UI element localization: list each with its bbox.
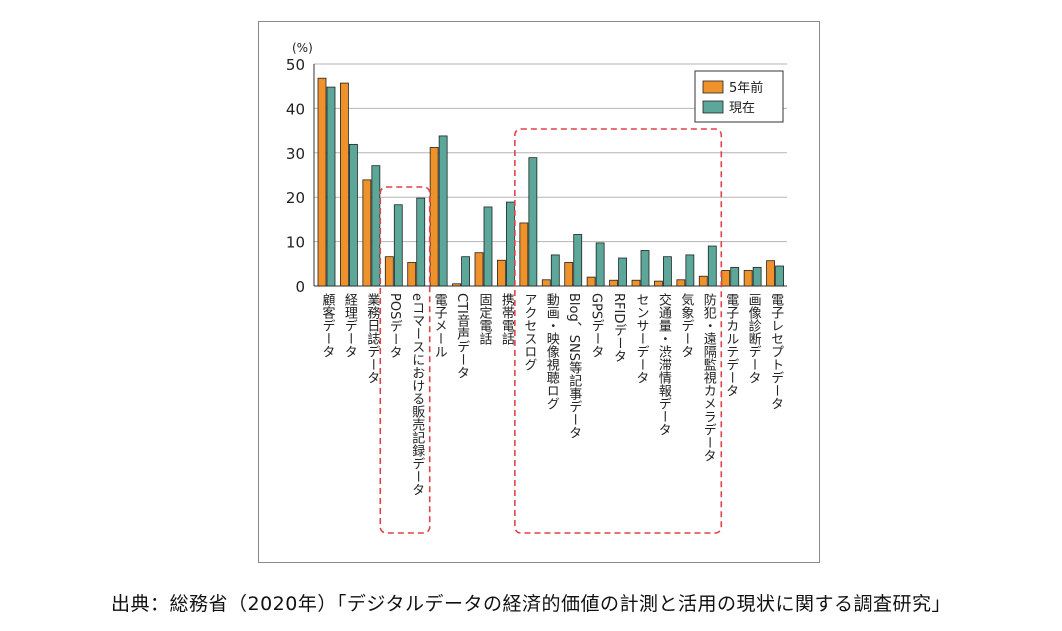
legend-label: 現在 xyxy=(729,101,755,116)
chart-frame: 0 10 20 30 40 50 (%) 顧客データ 経理データ 業務日誌データ POSデータ eコマ… xyxy=(258,21,820,563)
bar-before xyxy=(721,270,731,287)
bar-now xyxy=(685,254,695,287)
y-tick-label: 10 xyxy=(286,234,305,252)
x-category-label: 業務日誌データ xyxy=(364,292,380,384)
x-category-label: 気象データ xyxy=(678,292,694,358)
x-category-label: 経理データ xyxy=(342,293,358,358)
x-category-label: POSデータ xyxy=(387,293,402,359)
bar-now xyxy=(461,256,470,287)
bar-before xyxy=(362,179,372,287)
bar-before xyxy=(474,252,484,287)
x-category-label: 顧客データ xyxy=(320,293,336,358)
y-tick-label: 40 xyxy=(286,100,305,118)
bar-now xyxy=(528,157,538,287)
x-category-label: CTI音声データ xyxy=(454,293,470,379)
bar-before xyxy=(743,270,753,287)
legend-box xyxy=(694,70,784,123)
bar-now xyxy=(775,265,784,287)
bar-before xyxy=(519,222,529,287)
bar-before xyxy=(407,262,417,287)
y-tick-label: 50 xyxy=(286,56,305,74)
bar-now xyxy=(640,250,650,287)
legend-label: 5年前 xyxy=(729,80,763,96)
x-category-label: eコマースにおける販売記録データ xyxy=(409,293,425,496)
bar-before xyxy=(564,262,574,287)
bar-now xyxy=(326,86,336,287)
bar-chart: 0 10 20 30 40 50(%) 顧客データ 経理データ 業務日誌データ POSデータ eコマ… xyxy=(286,41,787,534)
bar-now xyxy=(506,201,515,287)
bar-before xyxy=(452,283,461,287)
y-tick-label: 0 xyxy=(295,278,305,296)
bar-now xyxy=(663,256,672,287)
bar-before xyxy=(429,147,439,287)
x-category-label: 電子カルテデータ xyxy=(723,293,739,397)
source-caption: 出典：総務省（2020年）「デジタルデータの経済的価値の計測と活用の現状に関する… xyxy=(111,593,951,615)
bar-now xyxy=(618,257,627,287)
bar-before xyxy=(609,279,618,287)
bar-now xyxy=(595,242,605,287)
x-category-label: アクセスログ xyxy=(521,293,537,371)
bar-now xyxy=(752,266,762,287)
x-category-label: 交通量・渋滞情報データ xyxy=(656,292,672,436)
bar-before xyxy=(676,279,686,287)
bar-now xyxy=(707,245,717,287)
bar-before xyxy=(340,82,349,287)
x-category-label: センサーデータ xyxy=(634,293,650,384)
legend-swatch xyxy=(702,80,724,94)
bar-before xyxy=(631,279,641,287)
x-category-label: 画像診断データ xyxy=(746,293,762,384)
x-category-label: 電子メール xyxy=(432,293,448,358)
bar-now xyxy=(438,135,448,287)
x-category-label: GPSデータ xyxy=(589,293,604,359)
bar-before xyxy=(497,259,506,287)
bar-now xyxy=(371,165,381,287)
bar-before xyxy=(586,276,596,287)
y-tick-label: 20 xyxy=(286,189,305,207)
bar-now xyxy=(393,204,403,287)
x-category-label: Blog、SNS等記事データ xyxy=(566,293,582,439)
x-category-label: 動画・映像視聴ログ xyxy=(544,293,560,410)
x-category-label: 電子レセプトデータ xyxy=(768,293,784,410)
bar-now xyxy=(416,197,426,287)
x-category-label: RFIDデータ xyxy=(611,293,626,363)
x-category-label: 携帯電話 xyxy=(499,292,515,345)
x-category-label: 固定電話 xyxy=(477,293,493,345)
bar-before xyxy=(317,77,327,287)
y-tick-label: 30 xyxy=(286,145,305,163)
bar-before xyxy=(384,256,394,287)
highlight-box xyxy=(514,128,723,534)
y-axis-unit: (%) xyxy=(292,41,313,55)
bar-now xyxy=(349,143,358,287)
x-category-label: 防犯・遠隔監視カメラデータ xyxy=(701,292,717,462)
bar-now xyxy=(730,266,740,287)
bar-before xyxy=(541,279,551,287)
bar-before xyxy=(698,275,708,287)
bar-now xyxy=(483,206,493,287)
highlight-box xyxy=(379,186,431,534)
legend-swatch xyxy=(702,100,724,114)
bar-now xyxy=(550,254,560,287)
bar-before xyxy=(654,280,663,287)
bar-now xyxy=(573,234,583,287)
bar-before xyxy=(766,260,775,287)
